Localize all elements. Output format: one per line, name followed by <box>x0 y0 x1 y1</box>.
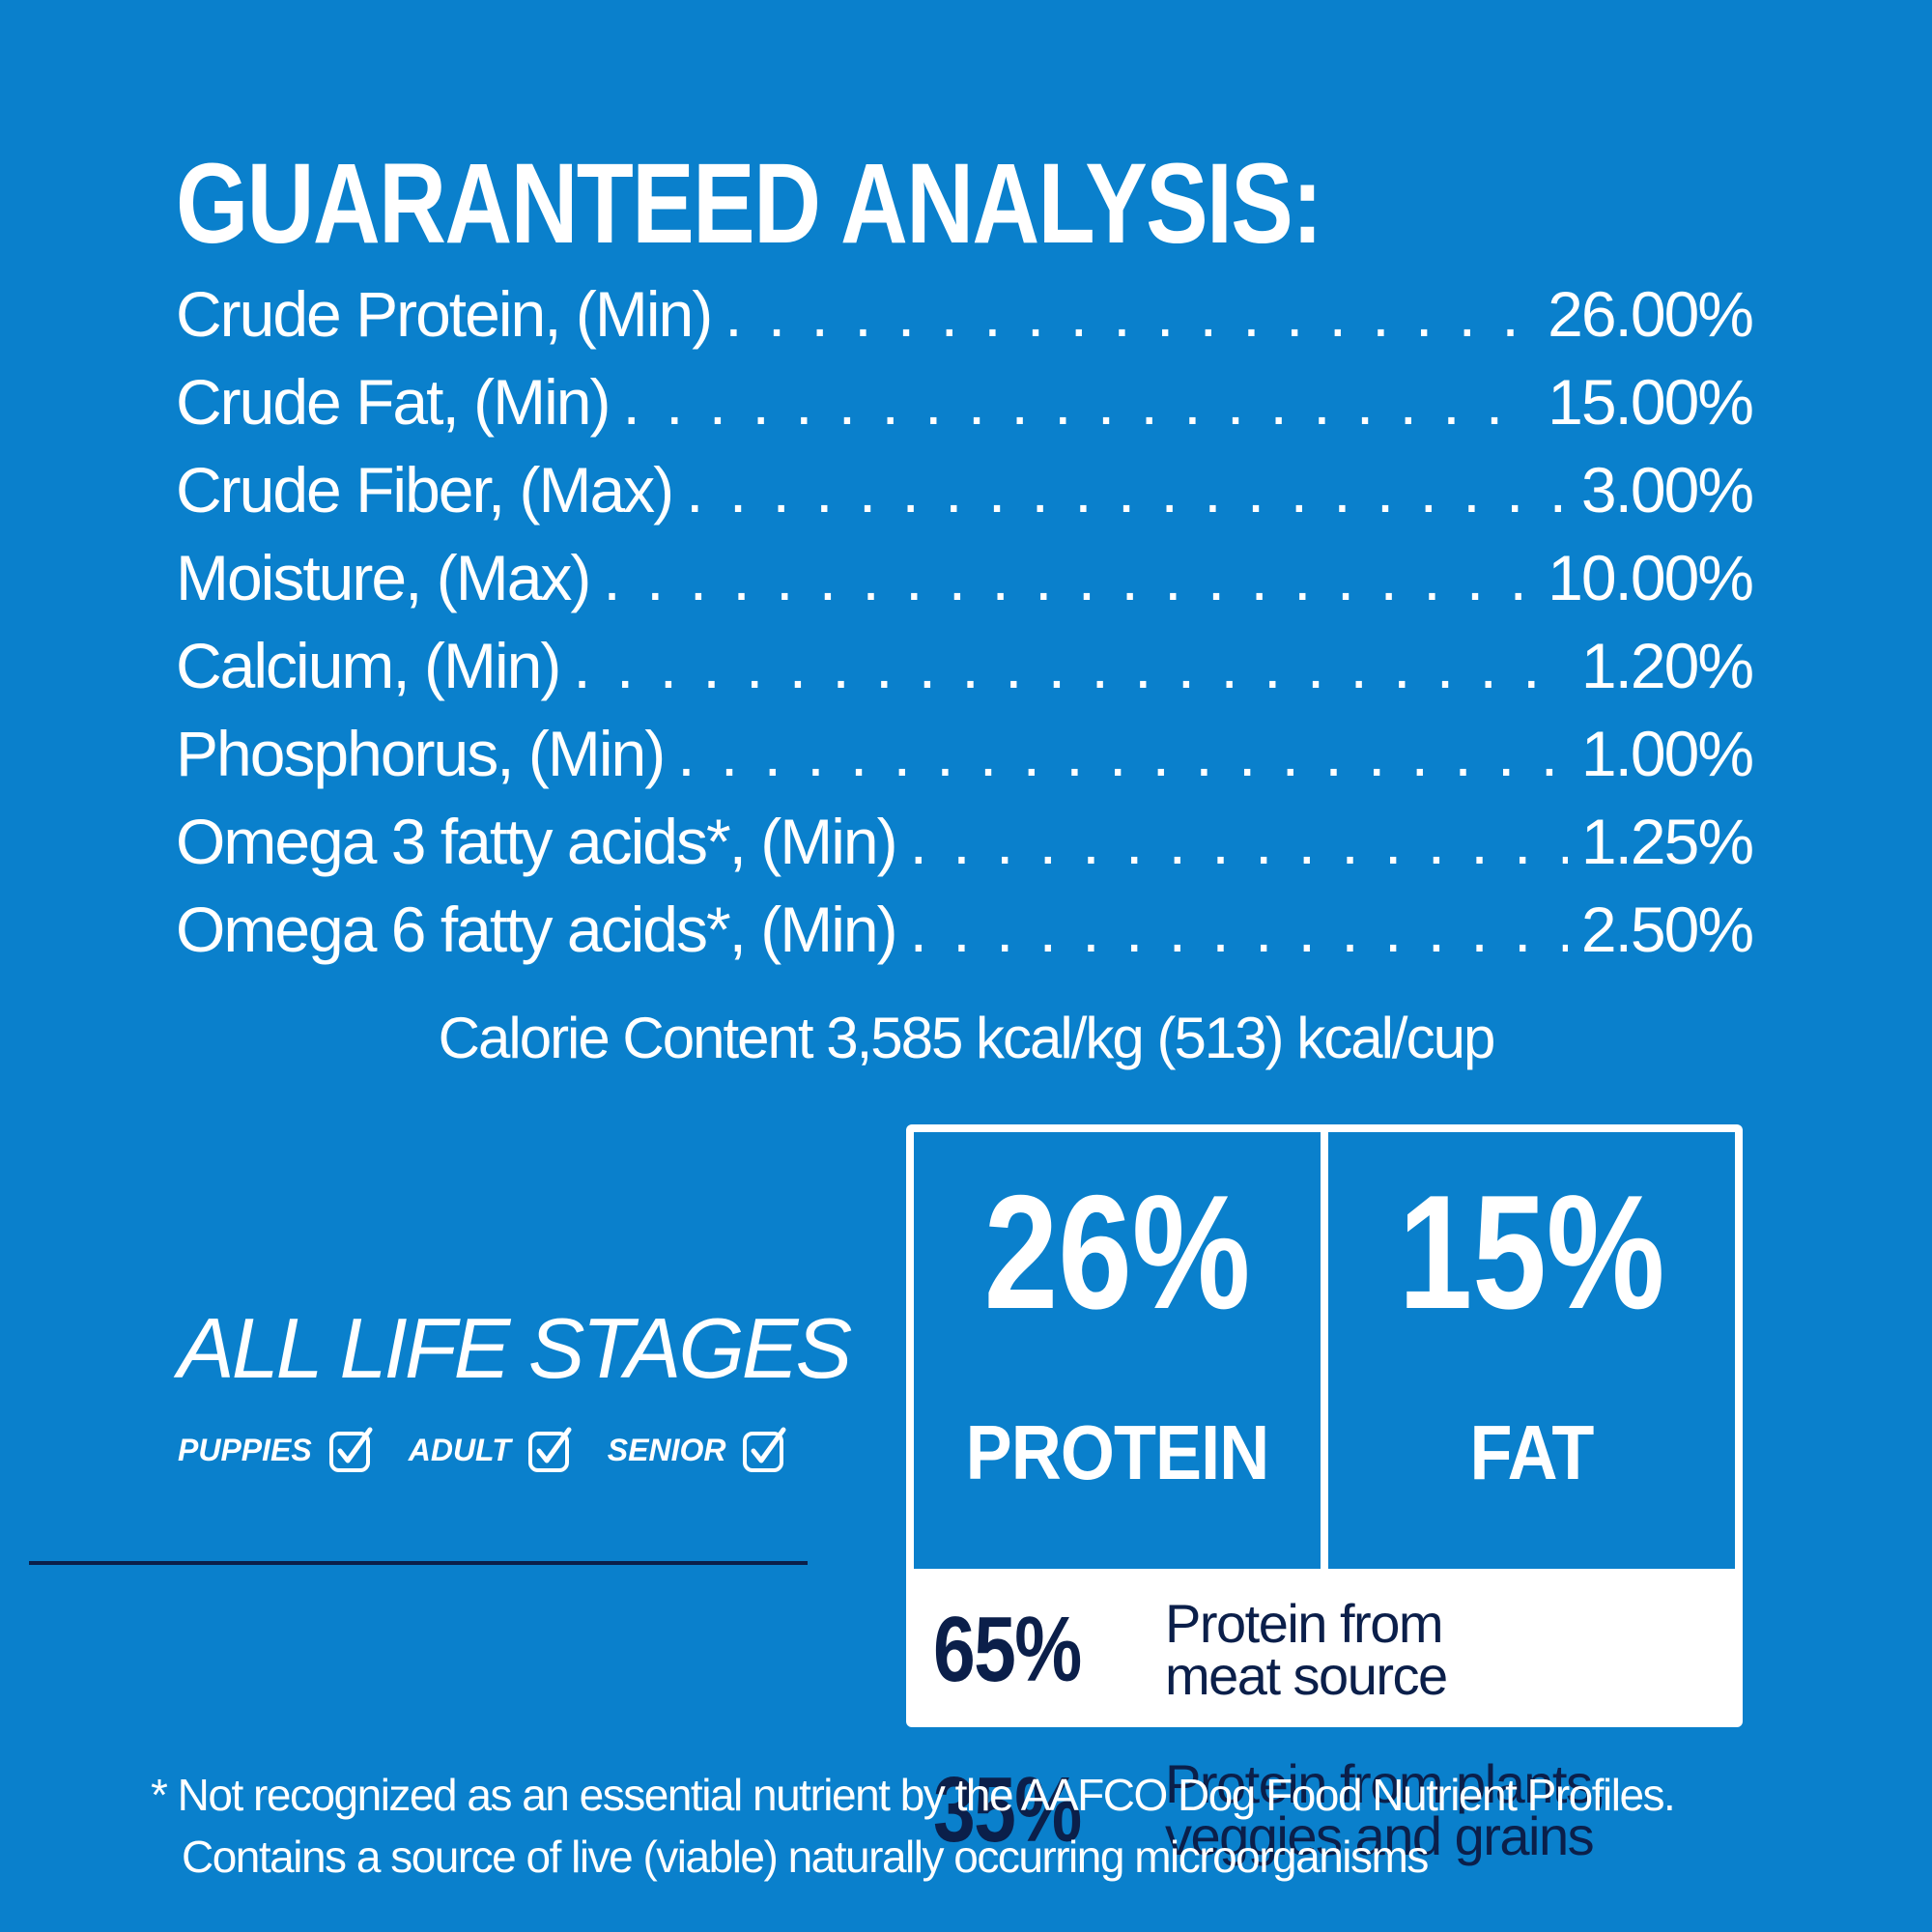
dot-leader <box>677 710 1568 798</box>
analysis-label: Crude Fiber, (Max) <box>176 454 674 526</box>
source-line: Protein from <box>1165 1593 1443 1654</box>
stage-label: PUPPIES <box>178 1432 312 1467</box>
footnote: * Not recognized as an essential nutrien… <box>151 1764 1676 1888</box>
life-stages-title: ALL LIFE STAGES <box>178 1300 852 1396</box>
analysis-value: 26.00% <box>1548 278 1754 350</box>
analysis-row-omega-6: Omega 6 fatty acids*, (Min) 2.50% <box>176 886 1754 974</box>
analysis-label: Omega 6 fatty acids*, (Min) <box>176 894 898 965</box>
analysis-row-moisture: Moisture, (Max) 10.00% <box>176 534 1754 622</box>
dot-leader <box>622 358 1534 446</box>
protein-source-plants: 35% Protein from plants, veggies and gra… <box>933 1743 1716 1878</box>
analysis-label: Moisture, (Max) <box>176 542 591 613</box>
analysis-label: Omega 3 fatty acids*, (Min) <box>176 806 898 877</box>
dot-leader <box>910 886 1568 974</box>
life-stage-list: PUPPIES ADULT SENIOR <box>178 1426 849 1474</box>
page-title: GUARANTEED ANALYSIS: <box>176 140 1322 268</box>
analysis-value: 1.20% <box>1580 630 1754 701</box>
protein-highlight: 26% PROTEIN <box>914 1132 1321 1569</box>
panel-divider <box>29 1561 808 1565</box>
protein-label: PROTEIN <box>965 1409 1270 1495</box>
analysis-row-calcium: Calcium, (Min) 1.20% <box>176 622 1754 710</box>
dot-leader <box>603 534 1534 622</box>
stage-puppies: PUPPIES <box>178 1426 376 1474</box>
footnote-line: Contains a source of live (viable) natur… <box>182 1832 1429 1882</box>
life-stages: ALL LIFE STAGES PUPPIES ADULT SENIOR <box>178 1300 852 1474</box>
analysis-row-phosphorus: Phosphorus, (Min) 1.00% <box>176 710 1754 798</box>
analysis-label: Crude Fat, (Min) <box>176 366 611 438</box>
source-percent: 65% <box>933 1598 1082 1701</box>
protein-source-meat: 65% Protein from meat source <box>933 1592 1716 1708</box>
guaranteed-analysis-list: Crude Protein, (Min) 26.00% Crude Fat, (… <box>176 270 1754 974</box>
stage-adult: ADULT <box>409 1426 575 1474</box>
dot-leader <box>724 270 1534 358</box>
source-description: Protein from plants, veggies and grains <box>1165 1753 1606 1866</box>
protein-percent: 26% <box>983 1161 1251 1343</box>
source-description: Protein from meat source <box>1165 1593 1448 1706</box>
analysis-row-crude-protein: Crude Protein, (Min) 26.00% <box>176 270 1754 358</box>
source-percent: 35% <box>933 1758 1082 1861</box>
fat-percent: 15% <box>1398 1161 1665 1343</box>
analysis-row-omega-3: Omega 3 fatty acids*, (Min) 1.25% <box>176 798 1754 886</box>
analysis-label: Crude Protein, (Min) <box>176 278 713 350</box>
stage-label: ADULT <box>408 1432 511 1467</box>
analysis-label: Calcium, (Min) <box>176 630 561 701</box>
source-line: meat source <box>1165 1645 1448 1706</box>
analysis-row-crude-fat: Crude Fat, (Min) 15.00% <box>176 358 1754 446</box>
fat-label: FAT <box>1469 1409 1595 1495</box>
source-line: veggies and grains <box>1165 1805 1595 1866</box>
analysis-value: 15.00% <box>1548 366 1754 438</box>
highlight-grid: 26% PROTEIN 15% FAT <box>914 1132 1735 1569</box>
dot-leader <box>910 798 1568 886</box>
stage-senior: SENIOR <box>608 1426 790 1474</box>
analysis-value: 1.25% <box>1580 806 1754 877</box>
analysis-value: 10.00% <box>1548 542 1754 613</box>
dot-leader <box>686 446 1568 534</box>
calorie-content: Calorie Content 3,585 kcal/kg (513) kcal… <box>438 1006 1496 1070</box>
analysis-row-crude-fiber: Crude Fiber, (Max) 3.00% <box>176 446 1754 534</box>
dot-leader <box>573 622 1568 710</box>
nutrition-highlight-panel: 26% PROTEIN 15% FAT 65% Protein from mea… <box>906 1124 1743 1863</box>
analysis-value: 1.00% <box>1580 718 1754 789</box>
analysis-value: 3.00% <box>1580 454 1754 526</box>
checkbox-checked-icon <box>527 1427 572 1472</box>
source-line: Protein from plants, <box>1165 1753 1606 1814</box>
checkbox-checked-icon <box>743 1427 786 1472</box>
stage-label: SENIOR <box>607 1432 726 1467</box>
analysis-label: Phosphorus, (Min) <box>176 718 666 789</box>
footnote-line: * Not recognized as an essential nutrien… <box>151 1770 1676 1820</box>
analysis-value: 2.50% <box>1580 894 1754 965</box>
checkbox-checked-icon <box>328 1427 373 1472</box>
fat-highlight: 15% FAT <box>1328 1132 1735 1569</box>
